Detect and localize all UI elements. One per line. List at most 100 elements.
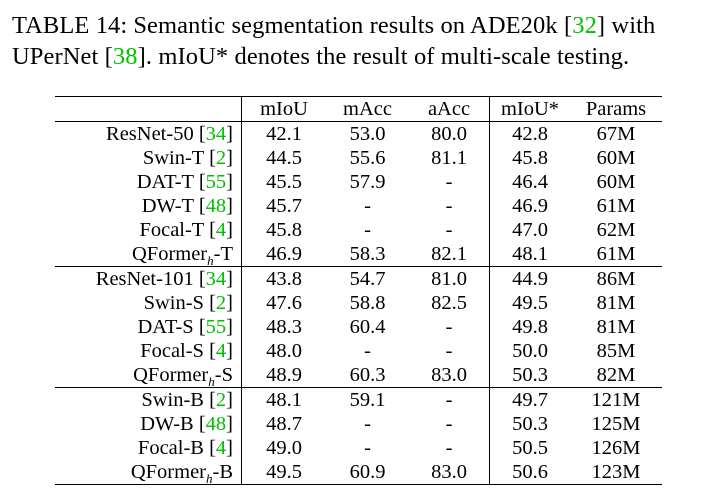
aacc-cell: -: [445, 219, 453, 241]
aacc-cell: 83.0: [409, 460, 490, 485]
table-row: ResNet-101 [34] 43.8 54.7 81.0 44.9 86M: [55, 266, 662, 291]
table-row: DW-T [48] 45.7 - - 46.9 61M: [55, 194, 662, 218]
params-cell: 82M: [596, 364, 636, 386]
table-row: QFormerh-B 49.5 60.9 83.0 50.6 123M: [55, 460, 662, 485]
method-name-cell: Focal-T [4]: [55, 218, 242, 242]
method-subscript: h: [208, 374, 215, 390]
miou-cell: 48.9: [266, 364, 302, 386]
miou-cell: 48.1: [241, 387, 326, 412]
header-cell-macc: mAcc: [326, 96, 409, 122]
table-row: QFormerh-T 46.9 58.3 82.1 48.1 61M: [55, 242, 662, 267]
miou-ms-cell: 42.8: [489, 121, 570, 146]
aacc-cell: -: [445, 316, 453, 338]
method-suffix: -B: [212, 461, 234, 483]
macc-cell: 55.6: [349, 147, 386, 169]
method-name-cell: ResNet-50 [34]: [55, 121, 242, 146]
macc-cell: 60.3: [349, 364, 386, 386]
method-name: QFormer: [131, 243, 208, 265]
miou-ms-cell: 46.9: [489, 194, 570, 218]
method-suffix: -T: [213, 243, 233, 265]
table-row: ResNet-50 [34] 42.1 53.0 80.0 42.8 67M: [55, 121, 662, 146]
method-name-cell: QFormerh-S: [55, 363, 242, 388]
method-name: Swin-S: [143, 292, 204, 314]
method-name-cell: Focal-S [4]: [55, 339, 242, 363]
miou-cell: 49.5: [241, 460, 326, 485]
macc-cell: -: [364, 413, 371, 435]
method-name: Swin-B: [141, 389, 204, 411]
aacc-cell: 80.0: [431, 123, 467, 145]
citation-link[interactable]: 32: [572, 12, 597, 39]
miou-ms-cell: 50.3: [489, 412, 570, 436]
miou-ms-cell: 50.5: [489, 436, 570, 460]
params-cell: 61M: [596, 243, 636, 265]
citation-link[interactable]: 55: [205, 316, 227, 338]
macc-cell: 58.8: [349, 292, 386, 314]
citation-link[interactable]: 2: [215, 292, 227, 314]
citation-link[interactable]: 4: [215, 219, 227, 241]
miou-ms-cell: 48.1: [489, 242, 570, 267]
table-row: DAT-S [55] 48.3 60.4 - 49.8 81M: [55, 315, 662, 339]
miou-cell: 45.7: [266, 195, 302, 217]
params-cell: 126M: [591, 437, 641, 459]
miou-cell: 45.8: [266, 219, 302, 241]
miou-cell: 47.6: [266, 292, 302, 314]
params-cell: 125M: [591, 413, 641, 435]
miou-cell: 44.5: [266, 147, 302, 169]
table-row: Swin-B [2] 48.1 59.1-49.7 121M: [55, 387, 662, 412]
method-name-cell: QFormerh-B: [55, 460, 242, 485]
citation-link[interactable]: 4: [215, 437, 227, 459]
params-cell: 81M: [596, 316, 636, 338]
method-name-cell: DAT-S [55]: [55, 315, 242, 339]
citation-link[interactable]: 34: [205, 268, 227, 290]
citation-link[interactable]: 55: [205, 171, 227, 193]
citation-link[interactable]: 2: [215, 147, 227, 169]
miou-ms-cell: 47.0: [489, 218, 570, 242]
method-name-cell: DAT-T [55]: [55, 170, 242, 194]
header-cell-aacc: aAcc: [409, 96, 490, 122]
miou-ms-cell: 50.3: [489, 363, 570, 388]
miou-cell: 48.3: [266, 316, 302, 338]
method-name-cell: ResNet-101 [34]: [55, 266, 242, 291]
macc-cell: -: [364, 195, 371, 217]
macc-cell: -: [364, 340, 371, 362]
method-name-cell: Swin-B [2]: [55, 387, 242, 412]
method-name-cell: Swin-T [2]: [55, 146, 242, 170]
miou-ms-cell: 49.5: [489, 291, 570, 315]
miou-ms-cell: 46.4: [489, 170, 570, 194]
method-name-cell: QFormerh-T: [55, 242, 242, 267]
method-name-cell: Focal-B [4]: [55, 436, 242, 460]
params-cell: 121M: [570, 387, 662, 412]
method-name: QFormer: [133, 364, 209, 386]
aacc-cell: -: [445, 437, 453, 459]
caption-label: TABLE 14:: [12, 12, 128, 39]
table-row: QFormerh-S 48.9 60.3 83.0 50.3 82M: [55, 363, 662, 388]
aacc-cell: 81.1: [431, 147, 467, 169]
citation-link[interactable]: 48: [205, 195, 227, 217]
method-name: DW-B: [140, 413, 194, 435]
citation-link[interactable]: 38: [112, 43, 138, 70]
citation-link[interactable]: 2: [215, 389, 227, 411]
method-name: ResNet-101: [95, 268, 194, 290]
table-header: mIoU mAcc aAcc mIoU* Params: [55, 96, 662, 122]
aacc-cell: 82.5: [431, 292, 467, 314]
aacc-cell: -: [409, 387, 490, 412]
macc-cell: 53.0: [349, 123, 386, 145]
miou-cell: 48.0: [266, 340, 302, 362]
params-cell: 85M: [596, 340, 636, 362]
table-row: Focal-B [4] 49.0 - - 50.5 126M: [55, 436, 662, 460]
citation-link[interactable]: 48: [205, 413, 227, 435]
citation-link[interactable]: 34: [205, 123, 227, 145]
aacc-cell: 82.1: [431, 243, 467, 265]
miou-cell: 46.9: [266, 243, 302, 265]
header-cell-params: Params: [570, 96, 662, 122]
aacc-cell: -: [445, 340, 453, 362]
params-cell: 60M: [596, 171, 636, 193]
aacc-cell: -: [445, 413, 453, 435]
params-cell: 123M: [570, 460, 662, 485]
macc-cell: 59.1: [326, 387, 409, 412]
header-row: mIoU mAcc aAcc mIoU* Params: [55, 96, 662, 122]
params-cell: 60M: [596, 147, 636, 169]
method-name: DAT-S: [137, 316, 194, 338]
citation-link[interactable]: 4: [215, 340, 227, 362]
method-name: DAT-T: [136, 171, 194, 193]
